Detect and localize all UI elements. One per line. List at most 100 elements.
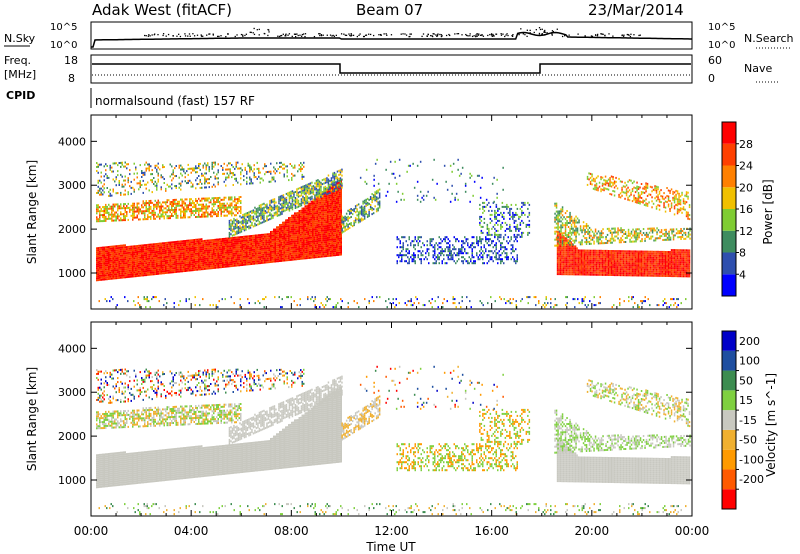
heatmap-cell — [111, 167, 113, 169]
heatmap-cell — [213, 184, 215, 186]
heatmap-cell — [212, 257, 214, 259]
heatmap-cell — [330, 221, 332, 223]
heatmap-cell — [296, 198, 298, 200]
heatmap-cell — [306, 243, 308, 245]
heatmap-cell — [107, 258, 109, 260]
noise-point — [184, 33, 185, 34]
heatmap-cell — [101, 255, 103, 257]
heatmap-cell — [204, 177, 206, 179]
heatmap-cell — [96, 220, 98, 222]
heatmap-cell — [102, 255, 104, 257]
heatmap-cell — [222, 211, 224, 213]
heatmap-cell — [182, 246, 184, 248]
heatmap-cell — [278, 230, 280, 232]
heatmap-cell — [185, 180, 187, 182]
heatmap-cell — [314, 202, 316, 204]
heatmap-cell — [177, 217, 179, 219]
heatmap-cell — [300, 166, 302, 168]
heatmap-cell — [284, 230, 286, 232]
heatmap-cell — [186, 256, 188, 258]
heatmap-cell — [114, 162, 116, 164]
heatmap-cell — [277, 207, 279, 209]
heatmap-cell — [324, 255, 326, 257]
heatmap-cell — [96, 216, 98, 218]
heatmap-cell — [318, 224, 320, 226]
heatmap-cell — [309, 203, 311, 205]
heatmap-cell — [137, 215, 139, 217]
heatmap-cell — [146, 202, 148, 204]
heatmap-cell — [173, 173, 175, 175]
heatmap-cell — [209, 197, 211, 199]
heatmap-cell — [328, 183, 330, 185]
heatmap-cell — [113, 210, 115, 212]
noise-point — [166, 36, 167, 37]
heatmap-cell — [234, 198, 236, 200]
heatmap-cell — [339, 250, 341, 252]
noise-point — [250, 32, 251, 33]
heatmap-cell — [158, 247, 160, 249]
heatmap-cell — [305, 190, 307, 192]
heatmap-cell — [244, 219, 246, 221]
heatmap-cell — [323, 219, 325, 221]
heatmap-cell — [119, 267, 121, 269]
heatmap-cell — [96, 263, 98, 265]
heatmap-cell — [252, 249, 254, 251]
heatmap-cell — [203, 206, 205, 208]
heatmap-cell — [114, 275, 116, 277]
heatmap-cell — [237, 200, 239, 202]
heatmap-cell — [117, 209, 119, 211]
nsky-label: N.Sky — [4, 32, 36, 45]
heatmap-cell — [287, 251, 289, 253]
heatmap-cell — [195, 249, 197, 251]
noise-point — [480, 35, 481, 36]
heatmap-cell — [117, 271, 119, 273]
heatmap-cell — [159, 202, 161, 204]
heatmap-cell — [243, 244, 245, 246]
heatmap-cell — [320, 256, 322, 258]
heatmap-cell — [315, 218, 317, 220]
heatmap-cell — [122, 207, 124, 209]
heatmap-cell — [213, 247, 215, 249]
heatmap-cell — [272, 243, 274, 245]
heatmap-cell — [197, 269, 199, 271]
heatmap-cell — [318, 226, 320, 228]
heatmap-cell — [324, 209, 326, 211]
heatmap-cell — [278, 254, 280, 256]
heatmap-cell — [261, 250, 263, 252]
heatmap-cell — [219, 254, 221, 256]
heatmap-cell — [317, 252, 319, 254]
heatmap-cell — [305, 257, 307, 259]
heatmap-cell — [293, 233, 295, 235]
heatmap-cell — [300, 234, 302, 236]
heatmap-cell — [239, 215, 241, 217]
heatmap-cell — [321, 250, 323, 252]
heatmap-cell — [242, 254, 244, 256]
heatmap-cell — [114, 265, 116, 267]
heatmap-cell — [262, 207, 264, 209]
heatmap-cell — [153, 249, 155, 251]
heatmap-cell — [161, 247, 163, 249]
heatmap-cell — [263, 258, 265, 260]
heatmap-cell — [128, 276, 130, 278]
heatmap-cell — [135, 251, 137, 253]
heatmap-cell — [99, 220, 101, 222]
noise-point — [478, 33, 479, 34]
heatmap-cell — [182, 211, 184, 213]
heatmap-cell — [321, 232, 323, 234]
heatmap-cell — [191, 263, 193, 265]
heatmap-cell — [122, 259, 124, 261]
heatmap-cell — [310, 196, 312, 198]
heatmap-cell — [128, 258, 130, 260]
heatmap-cell — [279, 254, 281, 256]
heatmap-cell — [266, 257, 268, 259]
heatmap-cell — [176, 267, 178, 269]
heatmap-cell — [180, 266, 182, 268]
heatmap-cell — [332, 249, 334, 251]
heatmap-cell — [222, 246, 224, 248]
heatmap-cell — [320, 226, 322, 228]
heatmap-cell — [280, 212, 282, 214]
heatmap-cell — [218, 169, 220, 171]
heatmap-cell — [311, 223, 313, 225]
heatmap-cell — [105, 250, 107, 252]
heatmap-cell — [192, 267, 194, 269]
